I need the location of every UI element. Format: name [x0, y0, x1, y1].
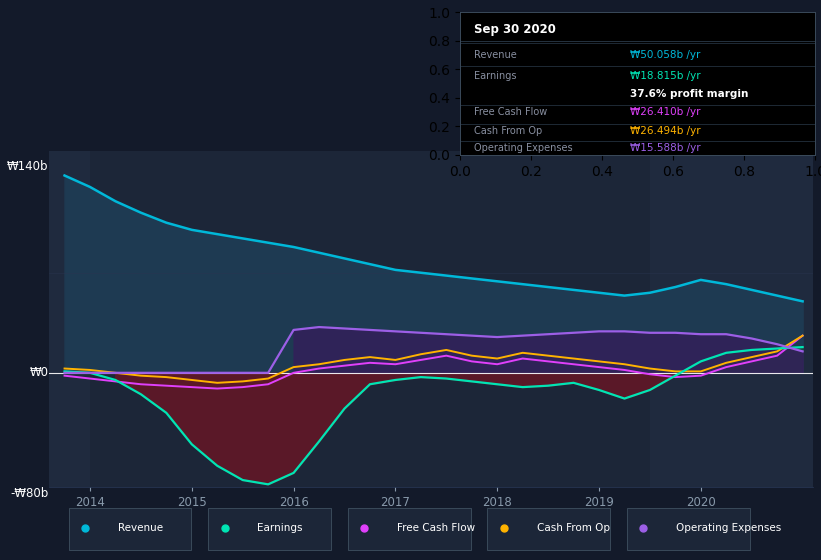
Text: Sep 30 2020: Sep 30 2020 [475, 24, 556, 36]
Text: Free Cash Flow: Free Cash Flow [475, 107, 548, 117]
Text: 37.6% profit margin: 37.6% profit margin [631, 88, 749, 99]
Text: Operating Expenses: Operating Expenses [677, 523, 782, 533]
Bar [650, 151, 813, 487]
Text: ₩26.494b /yr: ₩26.494b /yr [631, 125, 701, 136]
Text: Revenue: Revenue [475, 50, 517, 60]
Bar [49, 151, 90, 487]
FancyBboxPatch shape [69, 508, 191, 550]
Text: Earnings: Earnings [475, 71, 516, 81]
Text: ₩26.410b /yr: ₩26.410b /yr [631, 107, 701, 117]
Text: ₩50.058b /yr: ₩50.058b /yr [631, 50, 701, 60]
Text: Operating Expenses: Operating Expenses [475, 143, 573, 153]
FancyBboxPatch shape [348, 508, 470, 550]
Text: Cash From Op: Cash From Op [537, 523, 609, 533]
FancyBboxPatch shape [627, 508, 750, 550]
Text: -₩80b: -₩80b [10, 487, 48, 500]
Text: Free Cash Flow: Free Cash Flow [397, 523, 475, 533]
Text: Cash From Op: Cash From Op [475, 125, 543, 136]
Text: ₩18.815b /yr: ₩18.815b /yr [631, 71, 701, 81]
FancyBboxPatch shape [209, 508, 331, 550]
Text: ₩15.588b /yr: ₩15.588b /yr [631, 143, 701, 153]
Text: Revenue: Revenue [118, 523, 163, 533]
FancyBboxPatch shape [488, 508, 610, 550]
Text: ₩140b: ₩140b [7, 160, 48, 172]
Text: Earnings: Earnings [258, 523, 303, 533]
Text: ₩0: ₩0 [30, 366, 48, 379]
